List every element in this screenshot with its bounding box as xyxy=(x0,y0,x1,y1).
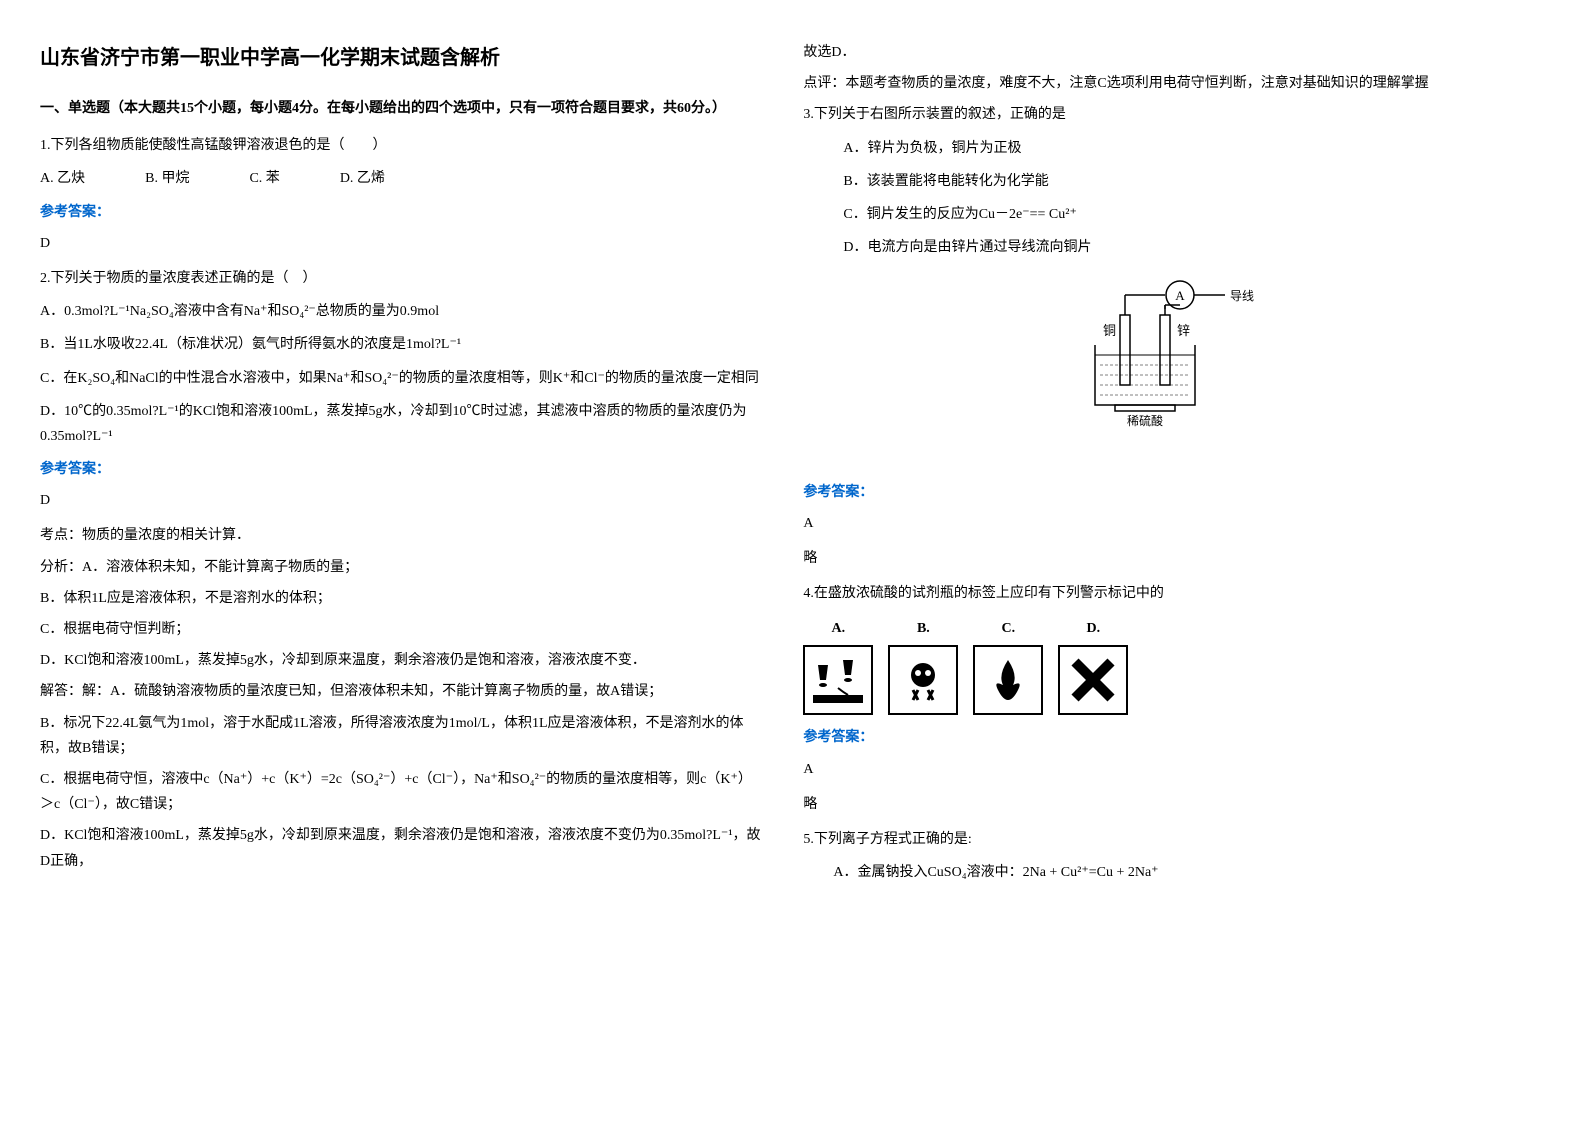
q3-opt-a: A．锌片为负极，铜片为正极 xyxy=(803,136,1526,161)
q5-opt-a: A．金属钠投入CuSO₄溶液中：2Na + Cu²⁺=Cu + 2Na⁺ xyxy=(803,860,1526,885)
q2-options: A．0.3mol?L⁻¹Na₂SO₄溶液中含有Na⁺和SO₄²⁻总物质的量为0.… xyxy=(40,299,763,449)
q2-fenxi-b: B．体积1L应是溶液体积，不是溶剂水的体积； xyxy=(40,586,763,611)
q1-opt-a: A. 乙炔 xyxy=(40,166,85,191)
q2-conclusion: 故选D． xyxy=(803,40,1526,65)
q2-kaodian: 考点：物质的量浓度的相关计算． xyxy=(40,523,763,548)
q1-options: A. 乙炔 B. 甲烷 C. 苯 D. 乙烯 xyxy=(40,166,763,191)
q1-answer: D xyxy=(40,231,763,256)
q4-label-d: D. xyxy=(1058,616,1128,641)
q2-jieda-c: C．根据电荷守恒，溶液中c（Na⁺）+c（K⁺）=2c（SO₄²⁻）+c（Cl⁻… xyxy=(40,767,763,817)
section-header: 一、单选题（本大题共15个小题，每小题4分。在每小题给出的四个选项中，只有一项符… xyxy=(40,96,763,121)
q5-text: 5.下列离子方程式正确的是: xyxy=(803,827,1526,852)
q3-options: A．锌片为负极，铜片为正极 B．该装置能将电能转化为化学能 C．铜片发生的反应为… xyxy=(803,136,1526,261)
galvanic-cell-diagram: A 导线 铜 锌 稀硫酸 xyxy=(1065,275,1265,455)
q2-jieda-b: B．标况下22.4L氨气为1mol，溶于水配成1L溶液，所得溶液浓度为1mol/… xyxy=(40,711,763,761)
q4-img-a-wrapper: A. xyxy=(803,616,873,715)
wire-label: 导线 xyxy=(1230,289,1254,303)
q3-opt-d: D．电流方向是由锌片通过导线流向铜片 xyxy=(803,235,1526,260)
q4-img-d-wrapper: D. xyxy=(1058,616,1128,715)
q2-fenxi-c: C．根据电荷守恒判断； xyxy=(40,617,763,642)
q4-label-c: C. xyxy=(973,616,1043,641)
zn-label: 锌 xyxy=(1177,323,1190,338)
q1-opt-d: D. 乙烯 xyxy=(340,166,385,191)
q2-fenxi-d: D．KCl饱和溶液100mL，蒸发掉5g水，冷却到原来温度，剩余溶液仍是饱和溶液… xyxy=(40,648,763,673)
answer-label-2: 参考答案： xyxy=(40,457,763,482)
q4-note: 略 xyxy=(803,792,1526,817)
q2-text: 2.下列关于物质的量浓度表述正确的是（ ） xyxy=(40,266,763,291)
question-4: 4.在盛放浓硫酸的试剂瓶的标签上应印有下列警示标记中的 A. B. xyxy=(803,581,1526,817)
q2-jieda-d: D．KCl饱和溶液100mL，蒸发掉5g水，冷却到原来温度，剩余溶液仍是饱和溶液… xyxy=(40,823,763,873)
acid-label: 稀硫酸 xyxy=(1127,413,1163,428)
question-3: 3.下列关于右图所示装置的叙述，正确的是 A．锌片为负极，铜片为正极 B．该装置… xyxy=(803,102,1526,571)
q2-answer: D xyxy=(40,488,763,513)
irritant-icon xyxy=(1058,645,1128,715)
page-title: 山东省济宁市第一职业中学高一化学期末试题含解析 xyxy=(40,40,763,76)
q1-opt-c: C. 苯 xyxy=(249,166,279,191)
ammeter-label: A xyxy=(1175,288,1185,303)
q1-opt-b: B. 甲烷 xyxy=(145,166,189,191)
q3-note: 略 xyxy=(803,546,1526,571)
q2-opt-a: A．0.3mol?L⁻¹Na₂SO₄溶液中含有Na⁺和SO₄²⁻总物质的量为0.… xyxy=(40,299,763,324)
question-5: 5.下列离子方程式正确的是: A．金属钠投入CuSO₄溶液中：2Na + Cu²… xyxy=(803,827,1526,885)
q3-text: 3.下列关于右图所示装置的叙述，正确的是 xyxy=(803,102,1526,127)
q4-label-a: A. xyxy=(803,616,873,641)
q4-answer: A xyxy=(803,757,1526,782)
flammable-icon xyxy=(973,645,1043,715)
question-1: 1.下列各组物质能使酸性高锰酸钾溶液退色的是（ ） A. 乙炔 B. 甲烷 C.… xyxy=(40,133,763,256)
corrosive-icon xyxy=(803,645,873,715)
q4-img-c-wrapper: C. xyxy=(973,616,1043,715)
answer-label: 参考答案： xyxy=(40,200,763,225)
answer-label-3: 参考答案： xyxy=(803,480,1526,505)
q4-label-b: B. xyxy=(888,616,958,641)
q2-fenxi-a: 分析：A．溶液体积未知，不能计算离子物质的量； xyxy=(40,555,763,580)
answer-label-4: 参考答案： xyxy=(803,725,1526,750)
q1-text: 1.下列各组物质能使酸性高锰酸钾溶液退色的是（ ） xyxy=(40,133,763,158)
q2-opt-d: D．10℃的0.35mol?L⁻¹的KCl饱和溶液100mL，蒸发掉5g水，冷却… xyxy=(40,399,763,449)
toxic-icon xyxy=(888,645,958,715)
q2-opt-c: C．在K₂SO₄和NaCl的中性混合水溶液中，如果Na⁺和SO₄²⁻的物质的量浓… xyxy=(40,366,763,391)
question-2: 2.下列关于物质的量浓度表述正确的是（ ） A．0.3mol?L⁻¹Na₂SO₄… xyxy=(40,266,763,874)
cu-label: 铜 xyxy=(1103,323,1116,338)
q3-diagram: A 导线 铜 锌 稀硫酸 xyxy=(803,275,1526,464)
q4-img-b-wrapper: B. xyxy=(888,616,958,715)
q2-jieda-a: 解答：解：A．硫酸钠溶液物质的量浓度已知，但溶液体积未知，不能计算离子物质的量，… xyxy=(40,679,763,704)
q4-text: 4.在盛放浓硫酸的试剂瓶的标签上应印有下列警示标记中的 xyxy=(803,581,1526,606)
q3-opt-b: B．该装置能将电能转化为化学能 xyxy=(803,169,1526,194)
q3-answer: A xyxy=(803,511,1526,536)
q3-opt-c: C．铜片发生的反应为Cu－2e⁻== Cu²⁺ xyxy=(803,202,1526,227)
q2-review: 点评：本题考查物质的量浓度，难度不大，注意C选项利用电荷守恒判断，注意对基础知识… xyxy=(803,71,1526,96)
q4-option-images: A. B. xyxy=(803,616,1526,715)
q2-opt-b: B．当1L水吸收22.4L（标准状况）氨气时所得氨水的浓度是1mol?L⁻¹ xyxy=(40,332,763,357)
